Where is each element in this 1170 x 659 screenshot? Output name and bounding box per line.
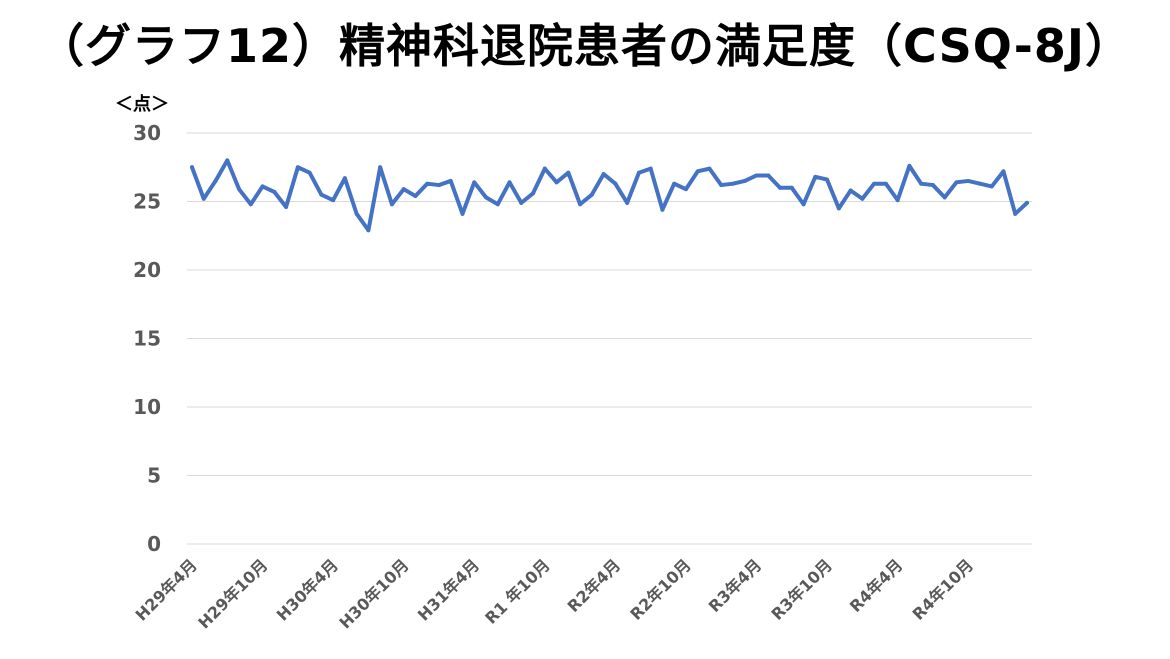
- data-point: [354, 211, 359, 216]
- gridlines: [187, 132, 1032, 545]
- x-tick-label: R2年4月: [564, 555, 625, 616]
- x-tick-label: H29年10月: [194, 555, 271, 632]
- data-point: [566, 170, 571, 175]
- data-point: [507, 180, 512, 185]
- data-point: [648, 166, 653, 171]
- x-tick-label: R1 年10月: [481, 555, 553, 627]
- x-tick-label: R4年10月: [909, 555, 977, 623]
- data-point: [695, 169, 700, 174]
- data-point: [942, 195, 947, 200]
- data-point: [589, 192, 594, 197]
- data-point: [531, 191, 536, 196]
- data-point: [460, 211, 465, 216]
- x-tick-label: R3年10月: [767, 555, 835, 623]
- data-point: [378, 165, 383, 170]
- y-tick-label: 20: [133, 258, 161, 282]
- data-point: [625, 200, 630, 205]
- data-point: [836, 206, 841, 211]
- data-point: [284, 204, 289, 209]
- data-point: [977, 181, 982, 186]
- data-point: [919, 181, 924, 186]
- data-point: [930, 183, 935, 188]
- x-tick-label: H29年4月: [132, 555, 201, 624]
- data-point: [366, 228, 371, 233]
- data-point: [472, 180, 477, 185]
- data-point: [825, 177, 830, 182]
- y-tick-label: 0: [147, 532, 161, 556]
- x-tick-label: H30年4月: [273, 555, 342, 624]
- series-layer: [190, 158, 1029, 233]
- data-point: [484, 195, 489, 200]
- y-tick-label: 15: [133, 327, 161, 351]
- x-tick-label: R2年10月: [626, 555, 694, 623]
- data-point: [907, 163, 912, 168]
- y-axis-ticks: 0 5 10 15 20 25 30: [133, 121, 161, 556]
- data-point: [1013, 211, 1018, 216]
- data-point: [237, 187, 242, 192]
- data-point: [848, 188, 853, 193]
- data-point: [860, 196, 865, 201]
- data-point: [578, 202, 583, 207]
- data-point: [225, 158, 230, 163]
- data-point: [613, 181, 618, 186]
- data-point: [683, 187, 688, 192]
- data-point: [872, 181, 877, 186]
- data-point: [319, 192, 324, 197]
- y-tick-label: 5: [147, 464, 161, 488]
- data-point: [401, 187, 406, 192]
- data-point: [672, 181, 677, 186]
- x-tick-label: R4年4月: [846, 555, 907, 616]
- data-point: [342, 176, 347, 181]
- data-point: [660, 207, 665, 212]
- data-point: [190, 165, 194, 170]
- data-point: [413, 194, 418, 199]
- data-point: [719, 183, 724, 188]
- data-point: [730, 181, 735, 186]
- data-point: [789, 185, 794, 190]
- data-point: [636, 170, 641, 175]
- data-point: [272, 189, 277, 194]
- data-point: [448, 178, 453, 183]
- series-line-0: [190, 158, 1029, 233]
- data-point: [754, 173, 759, 178]
- data-point: [260, 184, 265, 189]
- data-point: [519, 200, 524, 205]
- data-point: [707, 166, 712, 171]
- data-point: [213, 178, 218, 183]
- data-point: [895, 198, 900, 203]
- x-tick-label: H31年4月: [414, 555, 483, 624]
- y-tick-label: 10: [133, 395, 161, 419]
- data-point: [989, 184, 994, 189]
- data-point: [495, 202, 500, 207]
- data-point: [331, 198, 336, 203]
- data-point: [742, 178, 747, 183]
- data-point: [813, 174, 818, 179]
- data-point: [201, 196, 206, 201]
- data-point: [883, 181, 888, 186]
- y-tick-label: 30: [133, 121, 161, 145]
- data-point: [778, 185, 783, 190]
- x-tick-label: H30年10月: [335, 555, 412, 632]
- data-point: [425, 181, 430, 186]
- data-point: [801, 202, 806, 207]
- data-point: [436, 183, 441, 188]
- chart-title: （グラフ12）精神科退院患者の満足度（CSQ-8J）: [38, 19, 1132, 73]
- y-axis-unit-label: ＜点＞: [115, 93, 169, 115]
- data-point: [307, 170, 312, 175]
- data-point: [766, 173, 771, 178]
- data-point: [295, 165, 300, 170]
- y-tick-label: 25: [133, 190, 161, 214]
- data-point: [601, 172, 606, 177]
- data-point: [389, 202, 394, 207]
- data-point: [554, 180, 559, 185]
- data-point: [542, 166, 547, 171]
- data-point: [1001, 169, 1006, 174]
- data-point: [248, 202, 253, 207]
- data-point: [1025, 200, 1029, 205]
- data-point: [966, 178, 971, 183]
- x-tick-label: R3年4月: [705, 555, 766, 616]
- data-point: [954, 180, 959, 185]
